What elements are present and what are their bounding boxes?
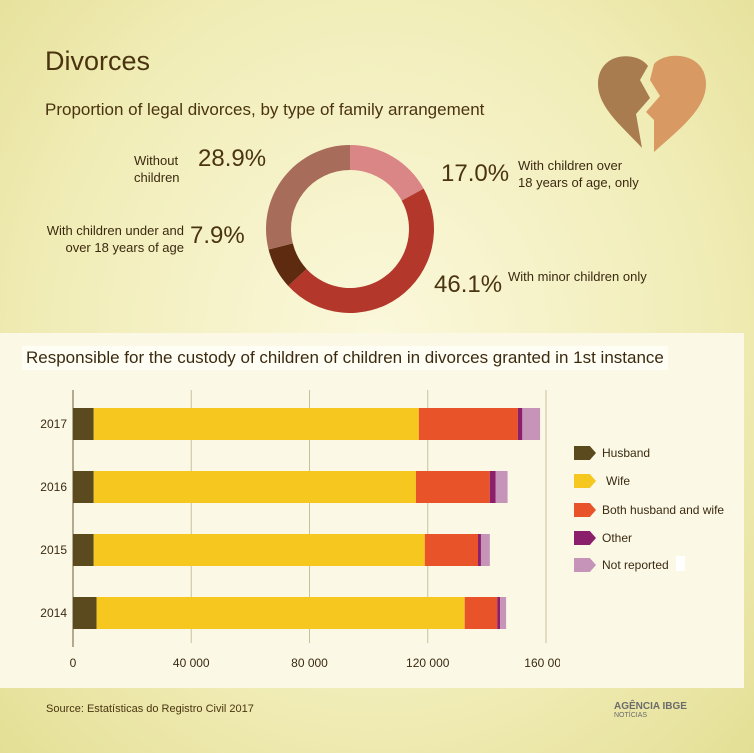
donut-slice-1 [288, 188, 434, 313]
legend-marker-blank [676, 556, 685, 571]
bar-segment [464, 597, 498, 629]
bar-segment [415, 471, 490, 503]
legend-item: Other [574, 529, 632, 547]
x-tick-label: 40 000 [173, 656, 210, 670]
legend-swatch [574, 474, 596, 488]
y-tick-label: 2015 [40, 543, 67, 557]
stacked-bar-chart: 0 40 000 80 000 120 000 160 000 2017 2016 2015 2… [40, 390, 560, 670]
donut-value-children-over-18: 17.0% [441, 160, 510, 187]
donut-slice-0 [350, 145, 424, 201]
donut-label-children-over-18: With children over 18 years of age, only [518, 158, 639, 190]
bar-segment [93, 471, 416, 503]
legend-label: Other [602, 531, 633, 545]
y-tick-label: 2017 [40, 417, 67, 431]
donut-label-children-under-over: With children under and over 18 years of… [46, 223, 184, 255]
bar-segment [73, 408, 94, 440]
bar-segment [495, 471, 508, 503]
bar-segment [93, 408, 419, 440]
legend-swatch [574, 503, 596, 517]
donut-value-children-under-over: 7.9% [190, 222, 245, 249]
legend-label: Husband [602, 446, 651, 460]
source-note: Source: Estatísticas do Registro Civil 2… [46, 703, 254, 715]
x-tick-label: 80 000 [291, 656, 328, 670]
broken-heart-icon [598, 55, 706, 152]
bar-segment [522, 408, 541, 440]
y-tick-label: 2014 [40, 606, 67, 620]
page-title: Divorces [45, 46, 151, 76]
donut-value-minor-children: 46.1% [434, 271, 503, 298]
bar-segment [418, 408, 518, 440]
donut-value-without-children: 28.9% [198, 145, 267, 172]
legend-item: Both husband and wife [574, 501, 724, 519]
bar-segment [517, 408, 523, 440]
bar-chart-title: Responsible for the custody of children … [22, 346, 668, 370]
bar-segment [424, 534, 479, 566]
donut-subtitle: Proportion of legal divorces, by type of… [45, 100, 485, 119]
bar-segment [478, 534, 481, 566]
legend-item: Wife [574, 472, 630, 490]
bar-segment [93, 534, 425, 566]
x-tick-label: 160 000 [524, 656, 560, 670]
bar-segment [500, 597, 507, 629]
legend-item: Husband [574, 444, 650, 462]
legend-label: Not reported [602, 558, 669, 572]
donut-slice-3 [266, 145, 350, 250]
bar-segment [73, 471, 94, 503]
donut-chart [266, 145, 434, 313]
donut-label-without-children: Without children [134, 153, 180, 185]
bar-segment [73, 597, 97, 629]
bar-segment [96, 597, 465, 629]
legend-swatch [574, 531, 596, 545]
bar-segment [73, 534, 94, 566]
x-tick-label: 0 [70, 656, 77, 670]
legend-swatch [574, 558, 596, 572]
legend-label: Wife [606, 474, 630, 488]
legend-item: Not reported [574, 556, 669, 574]
bar-segment [489, 471, 496, 503]
bar-segment [480, 534, 490, 566]
ibge-logo-icon: AGÊNCIA IBGE NOTÍCIAS [614, 701, 687, 719]
bar-segment [497, 597, 501, 629]
donut-label-minor-children: With minor children only [508, 269, 647, 284]
legend-swatch [574, 446, 596, 460]
x-tick-label: 120 000 [406, 656, 450, 670]
donut-slice-2 [268, 243, 307, 286]
legend-label: Both husband and wife [602, 503, 725, 517]
logo-text: AGÊNCIA IBGE [614, 701, 687, 712]
logo-subtext: NOTÍCIAS [614, 712, 648, 719]
y-tick-label: 2016 [40, 480, 67, 494]
